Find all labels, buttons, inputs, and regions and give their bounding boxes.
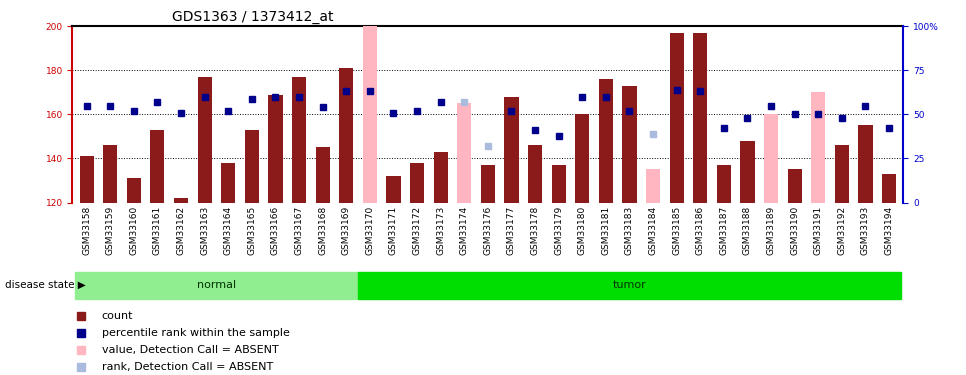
Text: GSM33161: GSM33161 (153, 206, 162, 255)
Bar (74, 272, 358, 298)
Text: GSM33168: GSM33168 (318, 206, 327, 255)
Text: GSM33181: GSM33181 (602, 206, 611, 255)
Text: GSM33184: GSM33184 (648, 206, 658, 255)
Text: GSM33159: GSM33159 (105, 206, 115, 255)
Text: GSM33158: GSM33158 (82, 206, 91, 255)
Text: GSM33171: GSM33171 (389, 206, 398, 255)
Bar (221, 163, 236, 202)
Text: GSM33163: GSM33163 (200, 206, 209, 255)
Bar (504, 97, 519, 202)
Text: tumor: tumor (612, 280, 646, 290)
Bar (244, 130, 259, 203)
Text: GSM33166: GSM33166 (270, 206, 280, 255)
Text: GSM33162: GSM33162 (177, 206, 185, 255)
Text: GSM33169: GSM33169 (342, 206, 351, 255)
Bar (339, 68, 354, 203)
Bar (669, 33, 684, 203)
Text: GSM33191: GSM33191 (813, 206, 823, 255)
Bar (882, 174, 896, 202)
Bar (410, 163, 424, 202)
Text: GSM33186: GSM33186 (696, 206, 705, 255)
Text: value, Detection Call = ABSENT: value, Detection Call = ABSENT (101, 345, 278, 355)
Text: GSM33193: GSM33193 (861, 206, 870, 255)
Bar (835, 145, 849, 202)
Text: GSM33183: GSM33183 (625, 206, 634, 255)
Text: normal: normal (197, 280, 236, 290)
Bar (622, 86, 637, 202)
Bar (386, 176, 401, 203)
Text: GSM33189: GSM33189 (767, 206, 776, 255)
Bar (269, 94, 282, 202)
Text: GSM33185: GSM33185 (672, 206, 681, 255)
Text: GSM33174: GSM33174 (460, 206, 469, 255)
Text: GSM33177: GSM33177 (507, 206, 516, 255)
Bar (694, 33, 707, 203)
Text: GSM33173: GSM33173 (436, 206, 445, 255)
Text: GDS1363 / 1373412_at: GDS1363 / 1373412_at (172, 10, 333, 24)
Bar (552, 165, 566, 202)
Bar (764, 114, 779, 202)
Bar (859, 125, 872, 202)
Text: GSM33180: GSM33180 (578, 206, 586, 255)
Bar (127, 178, 141, 203)
Bar (575, 114, 589, 202)
Text: GSM33160: GSM33160 (129, 206, 138, 255)
Bar (740, 141, 754, 202)
Text: GSM33187: GSM33187 (720, 206, 728, 255)
Bar (599, 79, 612, 203)
Text: GSM33188: GSM33188 (743, 206, 752, 255)
Bar (79, 156, 94, 203)
Bar (316, 147, 329, 202)
Text: GSM33190: GSM33190 (790, 206, 799, 255)
Text: GSM33194: GSM33194 (885, 206, 894, 255)
Bar (717, 165, 731, 202)
Text: GSM33165: GSM33165 (247, 206, 256, 255)
Bar (787, 170, 802, 202)
Bar (528, 145, 542, 202)
Text: GSM33179: GSM33179 (554, 206, 563, 255)
Bar (103, 145, 117, 202)
Bar (358, 272, 901, 298)
Bar (481, 165, 495, 202)
Bar (174, 198, 188, 202)
Bar (457, 104, 471, 202)
Text: GSM33176: GSM33176 (483, 206, 493, 255)
Bar (434, 152, 447, 202)
Text: GSM33192: GSM33192 (838, 206, 846, 255)
Bar (151, 130, 164, 203)
Text: disease state ▶: disease state ▶ (5, 280, 86, 290)
Text: GSM33178: GSM33178 (530, 206, 540, 255)
Text: count: count (101, 311, 133, 321)
Bar (811, 92, 825, 202)
Text: GSM33172: GSM33172 (412, 206, 421, 255)
Text: rank, Detection Call = ABSENT: rank, Detection Call = ABSENT (101, 362, 272, 372)
Bar (363, 26, 377, 202)
Bar (197, 77, 212, 203)
Bar (646, 170, 660, 202)
Text: GSM33170: GSM33170 (365, 206, 374, 255)
Text: percentile rank within the sample: percentile rank within the sample (101, 328, 290, 338)
Text: GSM33164: GSM33164 (224, 206, 233, 255)
Bar (292, 77, 306, 203)
Text: GSM33167: GSM33167 (295, 206, 303, 255)
